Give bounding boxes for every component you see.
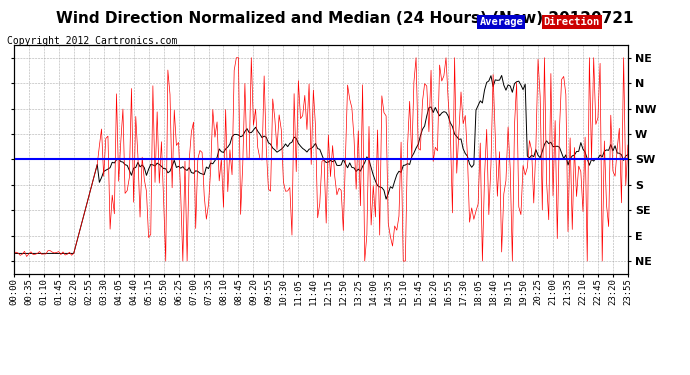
Text: Direction: Direction bbox=[544, 17, 600, 27]
Text: Wind Direction Normalized and Median (24 Hours) (New) 20120721: Wind Direction Normalized and Median (24… bbox=[57, 11, 633, 26]
Text: Copyright 2012 Cartronics.com: Copyright 2012 Cartronics.com bbox=[7, 36, 177, 46]
Text: Average: Average bbox=[480, 17, 523, 27]
